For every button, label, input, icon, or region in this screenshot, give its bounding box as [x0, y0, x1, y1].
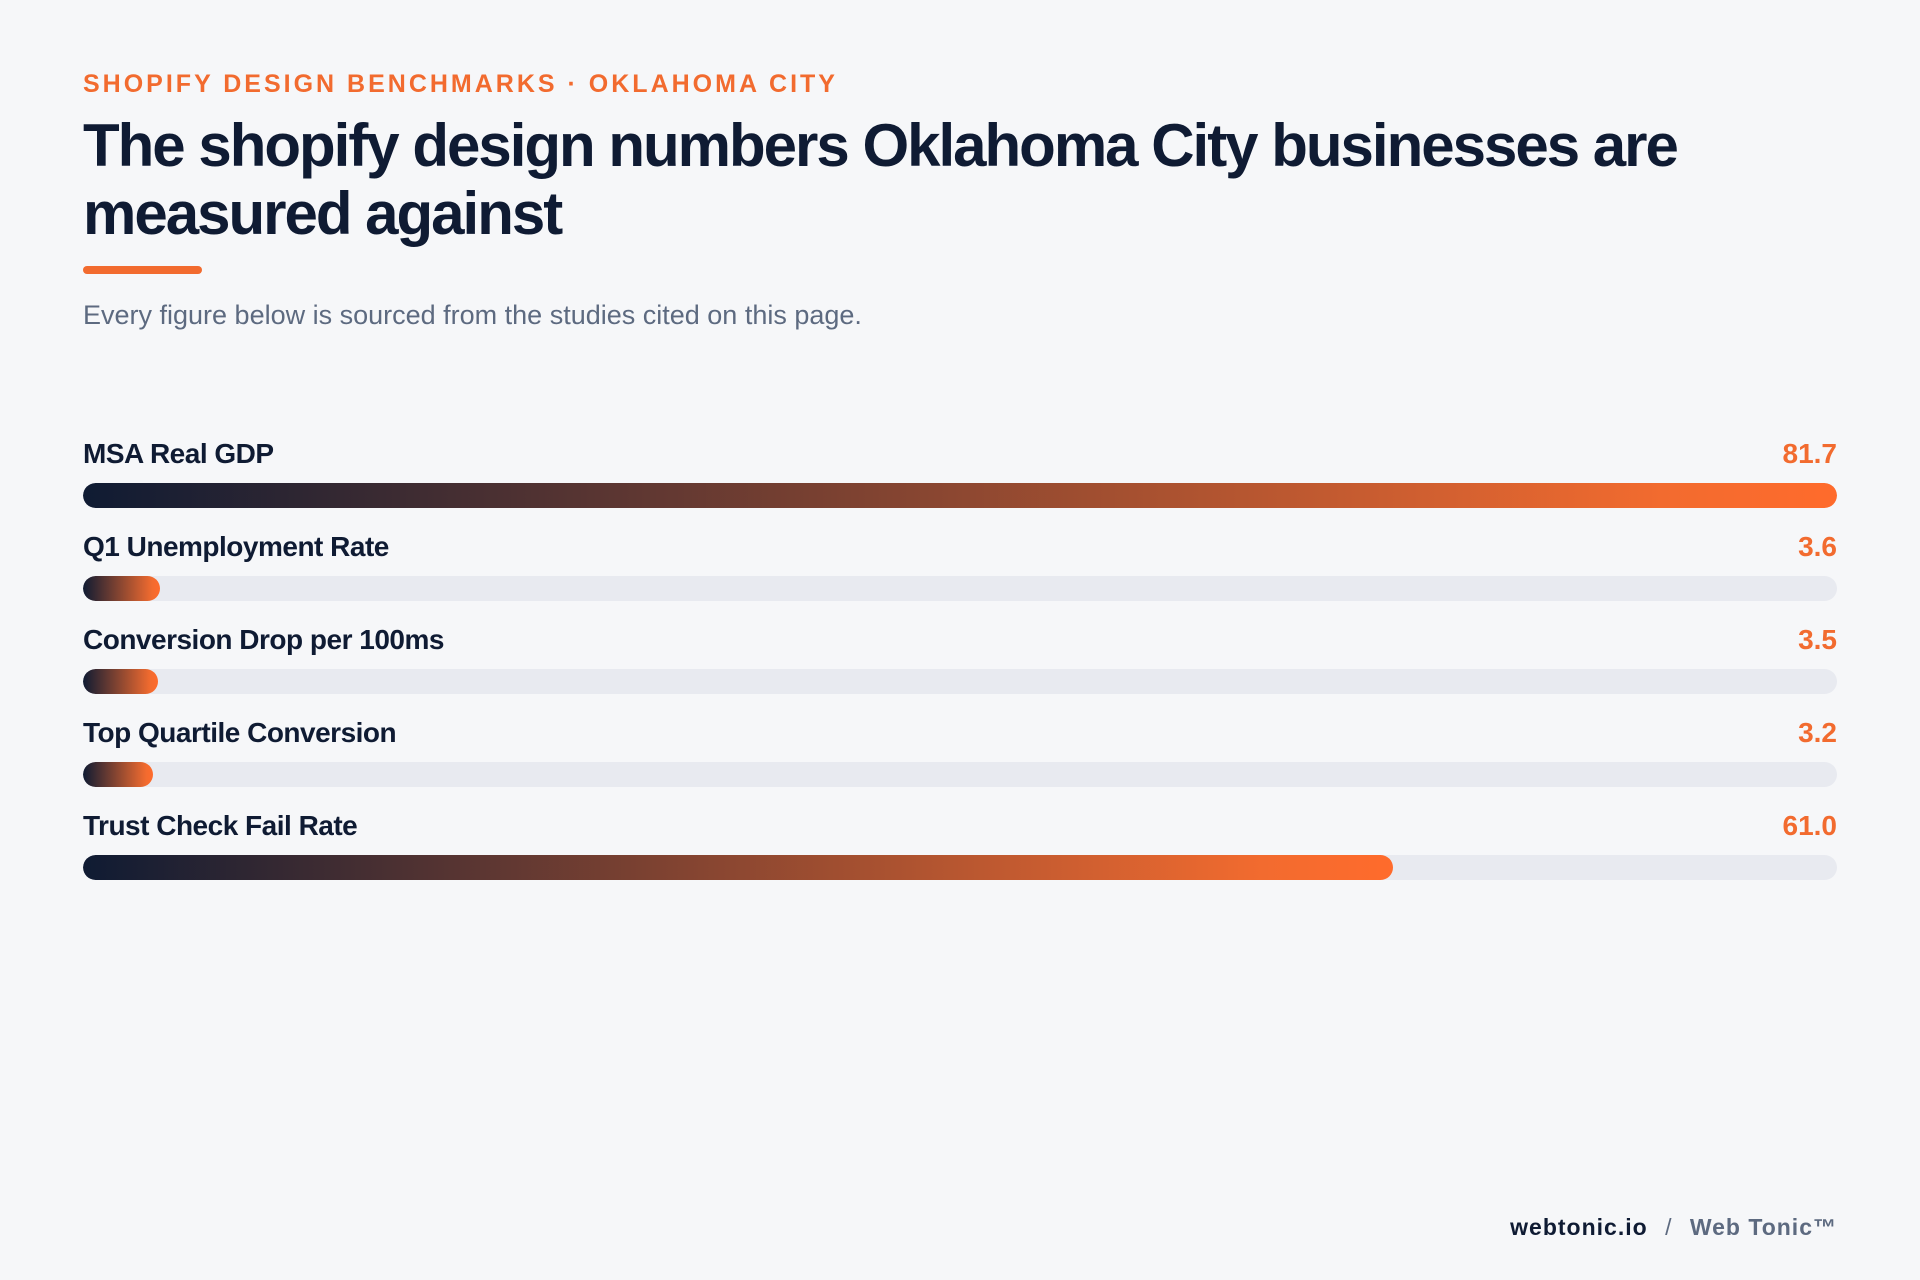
bar-track — [83, 669, 1837, 694]
page-subtitle: Every figure below is sourced from the s… — [83, 300, 862, 330]
bar-row: Conversion Drop per 100ms 3.5 — [83, 620, 1837, 713]
bar-label: MSA Real GDP — [83, 438, 274, 469]
bar-value-label: 61.0 — [1782, 810, 1838, 841]
bar-value-label: 3.6 — [1798, 531, 1837, 562]
bar-label: Conversion Drop per 100ms — [83, 624, 444, 655]
bar — [83, 483, 1837, 508]
bar-row: MSA Real GDP 81.7 — [83, 434, 1837, 527]
bar-row: Trust Check Fail Rate 61.0 — [83, 806, 1837, 899]
bar-value-label: 81.7 — [1782, 438, 1838, 469]
bar-label: Trust Check Fail Rate — [83, 810, 358, 841]
bar-label: Top Quartile Conversion — [83, 717, 397, 748]
bar-value-label: 3.5 — [1798, 624, 1837, 655]
title-accent-bar — [83, 266, 202, 274]
bar-track — [83, 576, 1837, 601]
bar-track — [83, 483, 1837, 508]
bar-track — [83, 855, 1837, 880]
footer-domain: webtonic.io — [1510, 1214, 1648, 1240]
bar-value-label: 3.2 — [1798, 717, 1837, 748]
eyebrow-label: SHOPIFY DESIGN BENCHMARKS · OKLAHOMA CIT… — [83, 70, 838, 98]
bar — [83, 855, 1393, 880]
bar-row: Q1 Unemployment Rate 3.6 — [83, 527, 1837, 620]
page: SHOPIFY DESIGN BENCHMARKS · OKLAHOMA CIT… — [83, 0, 1837, 1280]
bar-track — [83, 762, 1837, 787]
bar-chart: MSA Real GDP 81.7 Q1 Unemployment Rate 3.6 C… — [83, 434, 1837, 899]
footer-brand: Web Tonic™ — [1689, 1214, 1837, 1240]
footer-separator: / — [1665, 1214, 1673, 1240]
bar — [83, 762, 154, 787]
bar — [83, 576, 161, 601]
page-title: The shopify design numbers Oklahoma City… — [83, 112, 1679, 247]
bar-label: Q1 Unemployment Rate — [83, 531, 389, 562]
bar-row: Top Quartile Conversion 3.2 — [83, 713, 1837, 806]
bar — [83, 669, 159, 694]
footer-credit: webtonic.io / Web Tonic™ — [1510, 1214, 1837, 1241]
